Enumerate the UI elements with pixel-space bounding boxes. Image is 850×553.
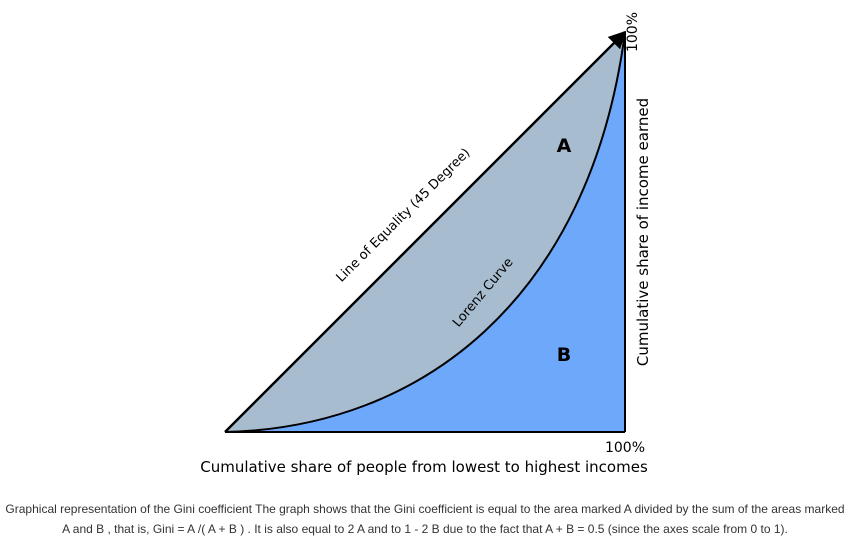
area-b-label: B <box>557 344 571 366</box>
x-axis-title: Cumulative share of people from lowest t… <box>200 458 648 476</box>
y-axis-title: Cumulative share of income earned <box>634 98 652 366</box>
area-a-label: A <box>557 135 572 157</box>
gini-diagram: Line of Equality (45 Degree) Lorenz Curv… <box>200 12 652 476</box>
equality-line <box>224 30 627 433</box>
lorenz-curve <box>224 31 626 433</box>
area-b-region <box>225 32 625 432</box>
figure-caption: Graphical representation of the Gini coe… <box>0 499 850 539</box>
x-axis-end-label: 100% <box>605 440 645 456</box>
caption-text: Graphical representation of the Gini coe… <box>5 502 845 536</box>
y-axis-end-label: 100% <box>625 12 641 52</box>
